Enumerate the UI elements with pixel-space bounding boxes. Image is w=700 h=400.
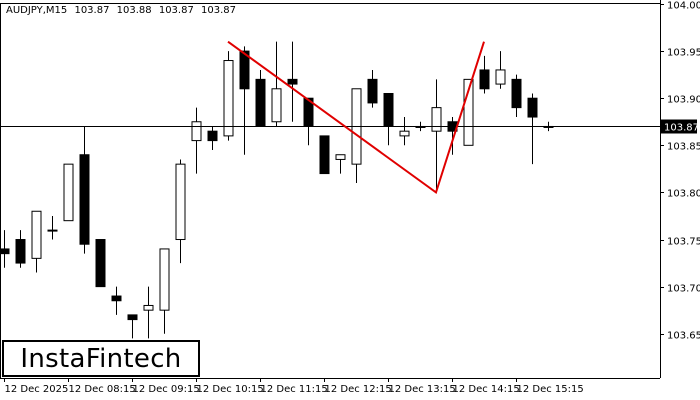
candle bbox=[127, 314, 138, 339]
x-tick-label: 12 Dec 15:15 bbox=[517, 384, 584, 395]
candle bbox=[143, 286, 154, 339]
x-tick-label: 12 Dec 14:15 bbox=[453, 384, 520, 395]
y-tick-label: 103.65 bbox=[667, 331, 700, 342]
x-tick-label: 12 Dec 12:15 bbox=[325, 384, 392, 395]
candle bbox=[383, 92, 394, 146]
x-tick-label: 12 Dec 11:15 bbox=[261, 384, 328, 395]
candle bbox=[255, 69, 266, 127]
candle-body-bearish bbox=[319, 135, 330, 175]
ohlc-close: 103.87 bbox=[201, 5, 237, 16]
candle-body-bearish bbox=[479, 69, 490, 90]
candle bbox=[223, 51, 234, 141]
candle-body-bullish bbox=[31, 210, 42, 259]
current-price-tag-bg bbox=[661, 119, 697, 134]
candle bbox=[511, 74, 522, 118]
candle bbox=[31, 210, 42, 273]
candle-body-bullish bbox=[495, 69, 506, 85]
candle-body-bearish bbox=[0, 248, 10, 255]
ohlc-open: 103.87 bbox=[74, 5, 110, 16]
candle-body-bullish bbox=[143, 304, 154, 311]
symbol-name: AUDJPY,M15 bbox=[6, 5, 68, 16]
candle-body-bearish bbox=[15, 239, 26, 264]
y-tick-label: 103.90 bbox=[667, 95, 700, 106]
candle bbox=[479, 55, 490, 94]
candle-body-bullish bbox=[191, 121, 202, 142]
candle bbox=[175, 159, 186, 264]
candle bbox=[239, 46, 250, 155]
candle bbox=[399, 117, 410, 146]
candle-body-bearish bbox=[287, 78, 298, 85]
candle-body-bearish bbox=[255, 78, 266, 127]
x-tick-label: 12 Dec 10:15 bbox=[197, 384, 264, 395]
candle-body-bearish bbox=[511, 78, 522, 109]
candle-body-bearish bbox=[207, 130, 218, 142]
y-tick-label: 103.85 bbox=[667, 142, 700, 153]
candle-body-bearish bbox=[111, 295, 122, 302]
candle-body-bullish bbox=[271, 88, 282, 123]
candle-body-bearish bbox=[127, 314, 138, 321]
candle-body-bullish bbox=[431, 107, 442, 132]
candle bbox=[527, 93, 538, 165]
candle bbox=[319, 135, 330, 175]
candle bbox=[431, 79, 442, 193]
candle bbox=[303, 97, 314, 146]
y-tick-label: 103.70 bbox=[667, 284, 700, 295]
candle bbox=[79, 126, 90, 254]
candle-body-bearish bbox=[367, 78, 378, 104]
current-price-tag: 103.87 bbox=[661, 119, 699, 134]
y-tick-label: 103.80 bbox=[667, 189, 700, 200]
candle bbox=[47, 215, 58, 240]
candle bbox=[111, 286, 122, 315]
candle bbox=[207, 126, 218, 151]
candle-body-bullish bbox=[335, 154, 346, 160]
candle bbox=[0, 230, 10, 268]
candle bbox=[159, 248, 170, 334]
x-tick-label: 12 Dec 2025 bbox=[5, 384, 69, 395]
candle-body-bullish bbox=[223, 60, 234, 137]
candle-body-bullish bbox=[63, 163, 74, 222]
double-top-pattern-line bbox=[227, 40, 485, 195]
ohlc-low: 103.87 bbox=[158, 5, 194, 16]
candle bbox=[287, 41, 298, 122]
candle bbox=[271, 41, 282, 127]
x-tick-label: 12 Dec 08:15 bbox=[69, 384, 136, 395]
candle-body-bullish bbox=[47, 229, 58, 232]
logo-text: InstaFintech bbox=[20, 343, 182, 374]
instafintech-logo: InstaFintech bbox=[2, 340, 200, 377]
candle-body-bearish bbox=[239, 50, 250, 90]
candle bbox=[335, 154, 346, 174]
candle-body-bearish bbox=[383, 92, 394, 127]
candle bbox=[495, 51, 506, 89]
y-tick-label: 104.00 bbox=[667, 1, 700, 12]
candle bbox=[15, 230, 26, 268]
y-tick-label: 103.95 bbox=[667, 48, 700, 59]
candle-body-bullish bbox=[463, 78, 474, 146]
ohlc-high: 103.88 bbox=[116, 5, 152, 16]
candle-body-bullish bbox=[175, 163, 186, 241]
x-tick-label: 12 Dec 13:15 bbox=[389, 384, 456, 395]
y-tick-label: 103.75 bbox=[667, 237, 700, 248]
candle-body-bearish bbox=[79, 154, 90, 245]
symbol-info: AUDJPY,M15 103.87 103.88 103.87 103.87 bbox=[6, 5, 240, 16]
candle-body-bearish bbox=[527, 97, 538, 118]
y-axis-ticks: 104.00 103.95 103.90 103.85 103.80 103.75 103.… bbox=[660, 1, 700, 342]
candle bbox=[95, 239, 106, 288]
x-tick-label: 12 Dec 09:15 bbox=[133, 384, 200, 395]
candle bbox=[367, 69, 378, 108]
candle-body-bullish bbox=[399, 130, 410, 137]
candle-body-bullish bbox=[159, 248, 170, 311]
candle bbox=[63, 163, 74, 222]
candle-body-bearish bbox=[95, 239, 106, 288]
current-price-tag-text: 103.87 bbox=[664, 123, 699, 134]
candle bbox=[191, 107, 202, 174]
